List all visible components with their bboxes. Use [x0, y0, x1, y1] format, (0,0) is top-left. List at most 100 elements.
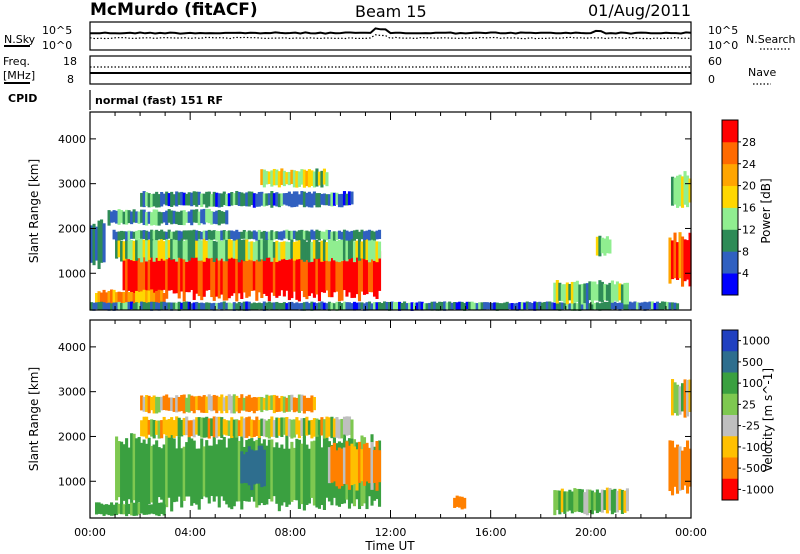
- power-cell: [668, 302, 672, 310]
- power-cell: [250, 253, 254, 291]
- power-cell: [217, 193, 221, 208]
- power-cell: [563, 303, 567, 310]
- power-cell: [673, 232, 677, 279]
- velocity-cell: [220, 394, 224, 414]
- velocity-cell: [120, 502, 124, 515]
- velocity-cell: [110, 502, 114, 516]
- power-cell: [172, 237, 176, 260]
- power-cell: [242, 193, 246, 206]
- velocity-cell: [282, 396, 286, 413]
- velocity-cell: [260, 396, 264, 413]
- power-cell: [162, 292, 166, 307]
- power-cell: [355, 240, 359, 258]
- velocity-cell: [195, 396, 199, 411]
- power-cell: [112, 229, 116, 240]
- power-cell: [307, 246, 311, 296]
- power-cell: [678, 232, 682, 279]
- power-cell: [127, 240, 131, 260]
- power-cell: [217, 246, 221, 299]
- power-cell: [610, 302, 614, 310]
- power-cell: [182, 230, 186, 240]
- velocity-cell: [675, 384, 680, 416]
- velocity-cell: [267, 419, 271, 439]
- power-cell: [172, 194, 176, 206]
- power-cell: [137, 291, 141, 306]
- noise-right-tick-bottom: 10^0: [708, 39, 738, 52]
- power-cell: [175, 248, 179, 294]
- velocity-cell: [625, 488, 629, 512]
- power-cell: [107, 302, 111, 311]
- power-cell: [182, 301, 186, 311]
- power-cell: [275, 192, 279, 207]
- velocity-cell: [195, 417, 199, 435]
- power-cell: [345, 302, 349, 310]
- power-cell: [310, 241, 314, 262]
- power-cell: [187, 230, 191, 241]
- power-cell: [235, 303, 239, 311]
- power-cell: [325, 242, 329, 261]
- velocity-cell: [200, 438, 204, 500]
- velocity-cell: [295, 417, 299, 435]
- velocity-cell: [197, 417, 201, 436]
- time-x-axis: 00:00 04:00 08:00 12:00 16:00 20:00 00:00: [74, 526, 707, 539]
- power-cell: [115, 210, 119, 224]
- power-cell: [675, 303, 680, 310]
- power-cell: [608, 282, 612, 303]
- power-cell: [162, 193, 166, 205]
- power-cell: [260, 243, 264, 299]
- velocity-cell: [152, 444, 156, 508]
- power-cell: [230, 230, 234, 240]
- power-colorbar-label: Power [dB]: [759, 178, 773, 243]
- power-cell: [230, 253, 234, 296]
- power-cell: [302, 302, 306, 311]
- velocity-cell: [362, 443, 367, 486]
- power-cell: [335, 254, 339, 292]
- power-cell: [403, 301, 407, 310]
- power-cell: [340, 193, 344, 208]
- velocity-cell: [117, 503, 121, 514]
- power-cell: [192, 229, 196, 240]
- velocity-cell: [180, 448, 184, 508]
- power-cell: [287, 302, 291, 310]
- power-cell: [595, 302, 599, 310]
- power-cell: [202, 242, 206, 297]
- power-cell: [212, 302, 216, 311]
- power-cell: [240, 239, 244, 260]
- power-cell: [237, 302, 241, 311]
- velocity-cell: [155, 440, 159, 509]
- velocity-cell: [270, 395, 274, 410]
- power-cell: [645, 302, 650, 310]
- power-cell: [250, 231, 254, 239]
- nave-tick-top: 60: [708, 55, 722, 68]
- velocity-cell: [247, 416, 251, 437]
- velocity-cell: [155, 504, 159, 516]
- velocity-cell: [297, 420, 301, 439]
- power-cell: [325, 172, 329, 187]
- power-cell: [205, 208, 209, 223]
- power-cell: [367, 252, 372, 292]
- power-cell: [352, 301, 357, 311]
- power-cell: [433, 301, 437, 311]
- power-cell: [142, 230, 146, 240]
- velocity-cell: [680, 450, 685, 490]
- power-cell: [608, 301, 612, 311]
- power-cell: [277, 193, 281, 208]
- power-cell: [355, 252, 359, 295]
- power-cell: [232, 231, 236, 241]
- power-cell: [260, 231, 264, 239]
- colorbar-swatch: [722, 436, 738, 458]
- velocity-cell: [145, 443, 149, 506]
- velocity-cell: [122, 504, 126, 515]
- power-cell: [102, 289, 106, 307]
- power-cell: [150, 301, 154, 311]
- power-cell: [152, 292, 156, 308]
- power-cell: [195, 301, 199, 311]
- power-cell: [230, 303, 234, 310]
- power-cell: [372, 302, 377, 310]
- power-cell: [212, 240, 216, 262]
- velocity-cell: [460, 496, 464, 510]
- velocity-cell: [317, 433, 321, 509]
- power-cell: [112, 289, 116, 306]
- velocity-cell: [220, 439, 224, 497]
- velocity-cell: [320, 447, 324, 505]
